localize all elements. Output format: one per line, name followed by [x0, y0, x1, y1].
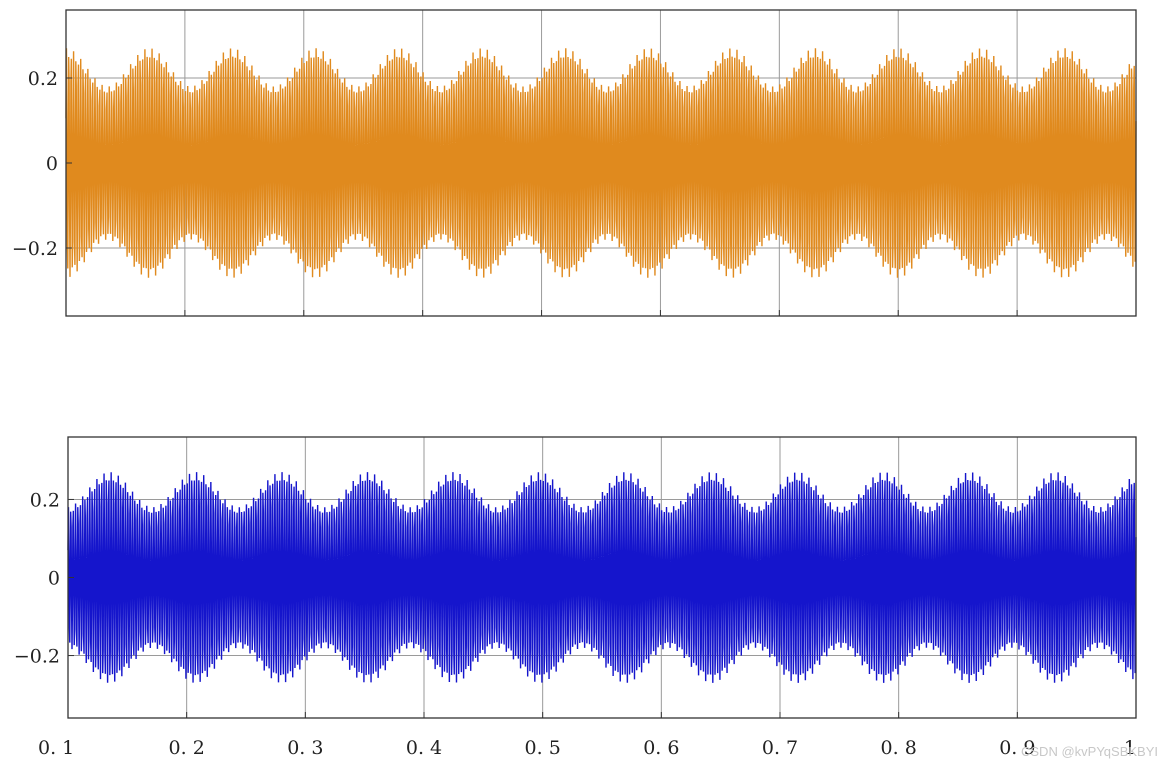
x-tick-label: 0. 7	[762, 737, 798, 759]
y-tick-label: 0	[46, 153, 58, 175]
axes-bottom: −0.2 0 0.2 0. 1 0. 2 0. 3 0. 4 0. 5 0. 6 0. 7 0. 8…	[14, 436, 1137, 759]
x-tick-label: 0. 5	[525, 737, 561, 759]
x-tick-label: 1	[1124, 737, 1136, 759]
x-tick-label: 0. 3	[287, 737, 323, 759]
y-tick-label: −0.2	[14, 646, 60, 668]
y-tick-label: 0.2	[28, 68, 58, 90]
x-tick-label: 0. 2	[169, 737, 205, 759]
x-tick-label: 0. 8	[881, 737, 917, 759]
x-tick-label: 0. 9	[999, 737, 1035, 759]
x-tick-label: 0. 6	[643, 737, 679, 759]
y-tick-label: 0.2	[30, 489, 60, 511]
x-tick-label: 0. 4	[406, 737, 442, 759]
x-tick-label: 0. 1	[38, 737, 74, 759]
axes-top: −0.2 0 0.2	[12, 9, 1137, 317]
y-tick-label: −0.2	[12, 238, 58, 260]
signal-trace	[65, 48, 1137, 278]
watermark: CSDN @kvPYqSBKBYI	[1021, 744, 1158, 759]
signal-trace	[67, 472, 1137, 683]
y-tick-label: 0	[48, 568, 60, 590]
